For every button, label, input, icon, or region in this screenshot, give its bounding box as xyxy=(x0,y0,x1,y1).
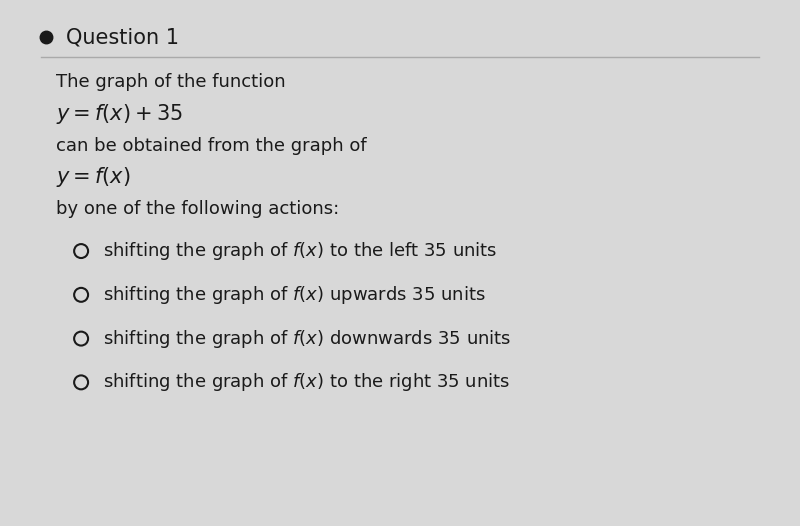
Text: shifting the graph of $f(x)$ to the right 35 units: shifting the graph of $f(x)$ to the righ… xyxy=(103,371,510,393)
Text: The graph of the function: The graph of the function xyxy=(56,73,286,91)
Text: can be obtained from the graph of: can be obtained from the graph of xyxy=(56,137,367,155)
Text: $y = f(x)$: $y = f(x)$ xyxy=(56,166,131,189)
Text: by one of the following actions:: by one of the following actions: xyxy=(56,200,339,218)
Text: shifting the graph of $f(x)$ to the left 35 units: shifting the graph of $f(x)$ to the left… xyxy=(103,240,498,262)
Text: $y = f(x) + 35$: $y = f(x) + 35$ xyxy=(56,102,183,126)
Text: shifting the graph of $f(x)$ downwards 35 units: shifting the graph of $f(x)$ downwards 3… xyxy=(103,328,511,350)
Text: shifting the graph of $f(x)$ upwards 35 units: shifting the graph of $f(x)$ upwards 35 … xyxy=(103,284,486,306)
Text: Question 1: Question 1 xyxy=(66,27,179,47)
